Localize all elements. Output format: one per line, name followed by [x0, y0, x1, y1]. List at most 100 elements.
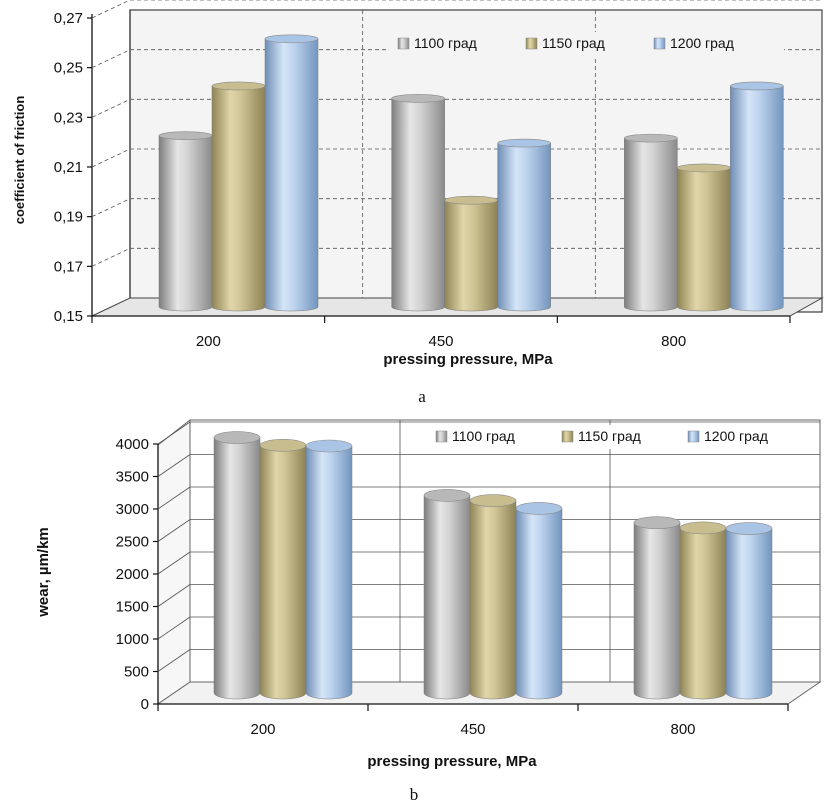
wear-side-wall [157, 418, 191, 705]
b-xtick-label: 450 [460, 721, 485, 738]
a-bar-top [264, 34, 319, 44]
a-bar-body [211, 85, 266, 312]
b-bar-top [515, 502, 563, 515]
a-bar [211, 81, 266, 312]
a-gridline-side [91, 49, 131, 69]
b-bar [213, 431, 261, 700]
b-bar [515, 502, 563, 700]
b-gridline-side [157, 421, 191, 445]
b-ytick-label: 3000 [116, 501, 149, 518]
a-gridline-side [91, 0, 131, 19]
b-xtick-label: 200 [250, 721, 275, 738]
a-bar-top [624, 133, 678, 143]
a-legend-swatch [397, 37, 410, 50]
a-legend-label: 1200 град [670, 35, 734, 51]
b-bar-body [633, 522, 681, 700]
a-bar-top [497, 138, 551, 148]
b-bar [423, 489, 471, 700]
b-bar [725, 522, 773, 700]
b-bar-top [633, 516, 681, 530]
b-bar [305, 439, 353, 700]
b-legend-label: 1150 град [578, 428, 641, 444]
b-ytick-label: 1000 [116, 631, 149, 648]
b-bar [469, 494, 517, 700]
b-bar-top [469, 494, 517, 507]
a-bar [624, 133, 678, 312]
b-ytick-label: 2000 [116, 566, 149, 583]
a-xtick-label: 800 [661, 333, 686, 350]
a-bar [677, 163, 731, 312]
a-ytick-label: 0,25 [54, 60, 83, 77]
wear-y-axis-title: wear, µm/km [35, 527, 52, 618]
a-ytick-label: 0,17 [54, 258, 83, 275]
b-legend-box [426, 425, 798, 449]
b-bar-body [469, 500, 517, 700]
a-ytick-label: 0,23 [54, 109, 83, 126]
b-gridline-side [157, 519, 191, 542]
a-gridline-side [91, 247, 131, 267]
a-xtick-label: 450 [428, 333, 453, 350]
a-bar [444, 195, 498, 312]
friction-caption: a [418, 387, 426, 406]
a-bar [497, 138, 551, 312]
a-gridline-side [91, 148, 131, 168]
b-gridline-side [157, 649, 191, 672]
b-bar-top [259, 439, 307, 452]
a-bar-top [391, 94, 445, 103]
wear-x-axis-title: pressing pressure, MPa [367, 753, 537, 770]
b-bar-body [725, 528, 773, 700]
b-bar-body [679, 527, 727, 700]
a-bar-body [158, 135, 213, 312]
b-gridline-side [157, 551, 191, 575]
b-legend-label: 1100 град [452, 428, 515, 444]
a-bar-top [730, 81, 784, 91]
b-legend-swatch [435, 430, 448, 443]
b-legend-swatch [687, 430, 700, 443]
b-bar-body [515, 508, 563, 700]
a-legend-swatch [653, 37, 666, 50]
friction-x-axis-title: pressing pressure, MPa [383, 351, 553, 368]
a-xtick-label: 200 [196, 333, 221, 350]
b-gridline-side [157, 454, 191, 477]
a-bar-body [444, 199, 498, 312]
b-ytick-label: 1500 [116, 599, 149, 616]
a-bar-body [624, 137, 678, 312]
a-gridline-side [91, 98, 131, 118]
a-gridline-side [91, 198, 131, 218]
a-bar [158, 131, 213, 312]
b-xtick-label: 800 [670, 721, 695, 738]
a-bar-top [677, 163, 731, 173]
b-gridline-side [157, 486, 191, 510]
b-gridline-side [157, 616, 191, 640]
b-bar-body [423, 495, 471, 700]
a-legend-box [388, 32, 784, 56]
b-ytick-label: 4000 [116, 436, 149, 453]
a-bar [264, 34, 319, 312]
a-bar-top [444, 195, 498, 205]
b-bar-top [423, 489, 471, 502]
a-ytick-label: 0,27 [54, 10, 83, 27]
b-ytick-label: 0 [141, 696, 149, 713]
a-legend-swatch [525, 37, 538, 50]
a-bar-body [677, 167, 731, 312]
a-ytick-label: 0,19 [54, 209, 83, 226]
a-legend-label: 1100 град [414, 35, 477, 51]
b-bar-body [259, 445, 307, 700]
b-bar-top [679, 521, 727, 535]
a-ytick-label: 0,15 [54, 308, 83, 325]
friction-y-axis-title: coefficient of friction [12, 96, 27, 225]
a-ytick-label: 0,21 [54, 159, 83, 176]
b-bar [633, 516, 681, 700]
b-gridline-side [157, 584, 191, 607]
a-legend-label: 1150 град [542, 35, 605, 51]
b-bar-body [213, 437, 261, 700]
b-bar [259, 439, 307, 700]
b-legend-swatch [561, 430, 574, 443]
a-bar-top [211, 81, 266, 91]
b-ytick-label: 2500 [116, 534, 149, 551]
b-bar-top [305, 439, 353, 453]
a-bar-top [158, 131, 213, 140]
a-bar [730, 81, 784, 312]
b-bar-top [213, 431, 261, 444]
